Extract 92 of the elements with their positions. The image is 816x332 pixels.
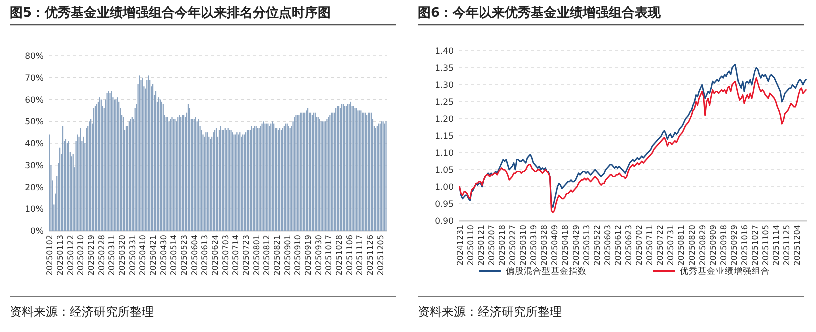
- x-tick-label: 20250702: [635, 225, 644, 266]
- x-tick-label: 20250811: [677, 225, 686, 266]
- y-tick-label: 80%: [25, 52, 44, 62]
- x-tick-label: 20250918: [719, 225, 728, 266]
- x-tick-label: 20250603: [603, 225, 612, 266]
- x-tick-label: 20250421: [149, 235, 158, 276]
- y-tick-label: 1.40: [435, 47, 454, 57]
- x-tick-label: 20250409: [550, 225, 560, 266]
- x-tick-label: 20250320: [118, 235, 128, 276]
- y-tick-label: 30%: [25, 161, 44, 172]
- text: 资料来源：经济研究所整理: [10, 305, 154, 319]
- x-tick-label: 20250703: [221, 235, 230, 276]
- y-tick-label: 10%: [25, 205, 44, 216]
- y-tick-label: 50%: [25, 118, 44, 128]
- y-tick-label: 0.90: [435, 217, 454, 227]
- x-tick-label: 20250930: [314, 235, 324, 276]
- x-tick-label: 20250711: [646, 225, 655, 266]
- x-tick-label: 20250613: [200, 235, 210, 276]
- x-tick-label: 20250429: [572, 225, 581, 266]
- x-tick-label: 20250110: [466, 225, 476, 266]
- x-tick-label: 20250121: [476, 225, 486, 266]
- x-tick-label: 20250310: [519, 225, 528, 266]
- x-tick-label: 20250410: [138, 235, 148, 276]
- legend-label: 偏股混合型基金指数: [506, 266, 587, 277]
- x-tick-label: 20250113: [56, 235, 66, 276]
- x-tick-label: 20251105: [762, 225, 771, 266]
- chart-title: 图5：优秀基金业绩增强组合今年以来排名分位点时序图: [10, 5, 332, 21]
- x-tick-label: 20250328: [540, 225, 550, 266]
- x-tick-label: 20250311: [108, 235, 117, 276]
- text: 资料来源：经济研究所整理: [418, 305, 562, 319]
- x-tick-label: 20251027: [751, 225, 760, 266]
- x-tick-label: 20250820: [688, 225, 697, 266]
- x-tick-label: 20250801: [252, 235, 262, 276]
- x-tick-label: 20250319: [530, 225, 539, 266]
- x-tick-label: 20251016: [740, 225, 750, 266]
- chart-title: 图6：今年以来优秀基金业绩增强组合表现: [418, 5, 662, 21]
- y-tick-label: 1.20: [435, 115, 454, 125]
- y-tick-label: 70%: [25, 74, 44, 84]
- x-tick-label: 20250812: [262, 235, 272, 276]
- x-tick-label: 20250122: [66, 235, 76, 276]
- x-tick-label: 20250901: [283, 235, 292, 276]
- x-tick-label: 20251028: [335, 235, 344, 276]
- y-tick-label: 0.95: [435, 200, 454, 210]
- x-tick-label: 20250910: [294, 235, 303, 276]
- x-tick-label: 20251106: [345, 235, 354, 276]
- y-tick-label: 1.15: [435, 132, 454, 142]
- x-tick-label: 20250219: [87, 235, 96, 276]
- x-tick-label: 20251017: [324, 235, 334, 276]
- x-tick-label: 20250723: [242, 235, 252, 276]
- x-tick-label: 20250604: [190, 235, 200, 276]
- x-tick-label: 20250207: [487, 225, 496, 266]
- y-tick-label: 40%: [25, 140, 44, 150]
- y-tick-label: 0%: [30, 227, 44, 237]
- y-tick-label: 1.25: [435, 98, 454, 108]
- x-tick-label: 20251117: [356, 235, 365, 276]
- y-tick-label: 1.30: [435, 81, 454, 91]
- x-tick-label: 20250513: [582, 225, 592, 266]
- x-tick-label: 20250722: [656, 225, 666, 266]
- x-tick-label: 20250522: [592, 225, 602, 266]
- x-tick-label: 20250929: [730, 225, 739, 266]
- x-tick-label: 20250919: [304, 235, 314, 276]
- x-tick-label: 20250331: [128, 235, 138, 276]
- x-tick-label: 20250624: [211, 235, 220, 276]
- x-tick-label: 20251205: [376, 235, 386, 276]
- x-tick-label: 20251125: [782, 225, 792, 266]
- x-tick-label: 20251114: [772, 225, 782, 266]
- x-tick-label: 20250218: [498, 225, 507, 266]
- y-tick-label: 1.05: [435, 166, 454, 176]
- x-tick-label: 20250227: [508, 225, 518, 266]
- y-tick-label: 1.10: [435, 149, 454, 159]
- x-tick-label: 20250623: [624, 225, 634, 266]
- x-tick-label: 20250210: [76, 235, 86, 276]
- x-tick-label: 20250714: [232, 235, 241, 276]
- x-tick-label: 20251204: [793, 225, 802, 266]
- x-tick-label: 20250829: [698, 225, 708, 266]
- x-tick-label: 20250514: [170, 235, 179, 276]
- x-tick-label: 20251126: [366, 235, 376, 276]
- x-tick-label: 20250612: [614, 225, 623, 266]
- y-tick-label: 1.00: [435, 183, 454, 193]
- x-tick-label: 20250909: [708, 225, 718, 266]
- x-tick-label: 20250418: [561, 225, 570, 266]
- y-tick-label: 1.35: [435, 64, 454, 74]
- legend-label: 优秀基金业绩增强组合: [680, 266, 770, 277]
- x-tick-label: 20250523: [180, 235, 190, 276]
- y-tick-label: 20%: [25, 183, 44, 194]
- x-tick-label: 20241231: [456, 225, 465, 266]
- x-tick-label: 20250102: [46, 235, 55, 276]
- x-tick-label: 20250731: [666, 225, 676, 266]
- x-tick-label: 20250228: [97, 235, 106, 276]
- x-tick-label: 20250430: [159, 235, 168, 276]
- y-tick-label: 60%: [25, 96, 44, 106]
- x-tick-label: 20250821: [273, 235, 282, 276]
